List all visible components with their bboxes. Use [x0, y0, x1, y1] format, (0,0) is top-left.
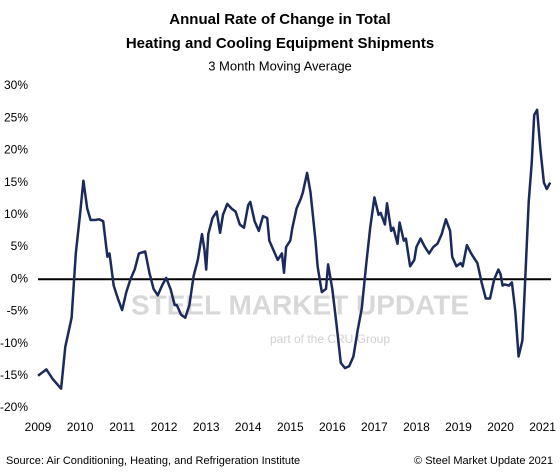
y-tick-label: 5% [11, 239, 29, 253]
x-tick-label: 2015 [277, 420, 304, 434]
y-tick-label: 0% [11, 271, 29, 285]
x-tick-label: 2012 [151, 420, 178, 434]
x-tick-label: 2014 [235, 420, 262, 434]
y-tick-label: -5% [7, 304, 29, 318]
x-tick-label: 2020 [487, 420, 514, 434]
y-tick-label: 10% [4, 207, 28, 221]
y-tick-label: -15% [0, 368, 28, 382]
x-tick-label: 2017 [361, 420, 388, 434]
y-tick-label: 20% [4, 143, 28, 157]
x-tick-label: 2010 [67, 420, 94, 434]
y-tick-label: 15% [4, 175, 28, 189]
y-tick-label: -10% [0, 336, 28, 350]
chart-title: Annual Rate of Change in Total [169, 11, 390, 28]
line-series [37, 108, 552, 390]
x-tick-label: 2013 [193, 420, 220, 434]
watermark-sub: part of the CRU Group [270, 332, 390, 346]
y-tick-label: 25% [4, 110, 28, 124]
copyright: © Steel Market Update 2021 [414, 455, 553, 467]
x-tick-label: 2011 [109, 420, 135, 434]
source: Source: Air Conditioning, Heating, and R… [6, 455, 300, 467]
y-tick-label: -20% [0, 400, 28, 414]
x-tick-label: 2021 [529, 420, 556, 434]
x-tick-label: 2009 [25, 420, 52, 434]
chart-title: Heating and Cooling Equipment Shipments [126, 35, 434, 52]
y-tick-label: 30% [4, 78, 28, 92]
x-tick-label: 2018 [403, 420, 430, 434]
x-tick-label: 2016 [319, 420, 346, 434]
x-tick-label: 2019 [445, 420, 472, 434]
chart-subtitle: 3 Month Moving Average [208, 58, 352, 73]
